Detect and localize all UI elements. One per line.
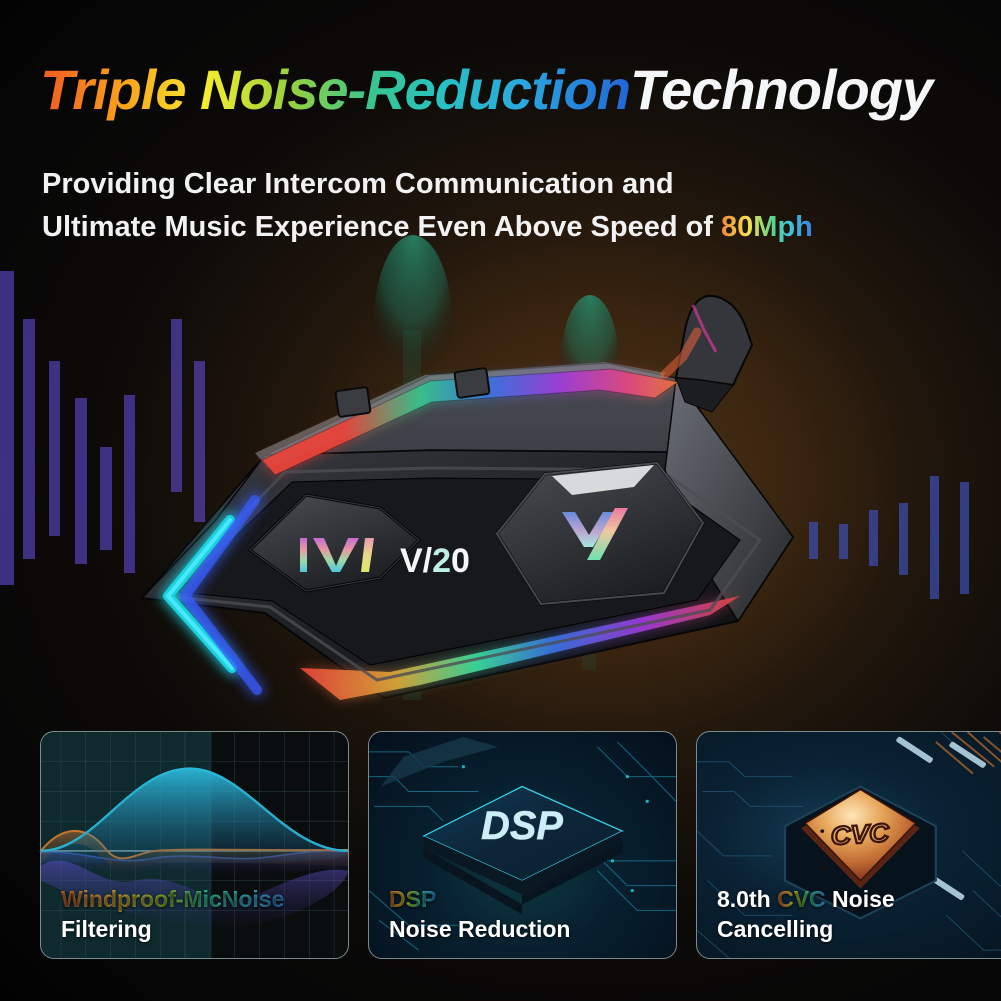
svg-text:V/20: V/20 bbox=[400, 542, 470, 580]
svg-text:DSP: DSP bbox=[481, 804, 563, 848]
svg-text:CVC: CVC bbox=[830, 818, 891, 851]
